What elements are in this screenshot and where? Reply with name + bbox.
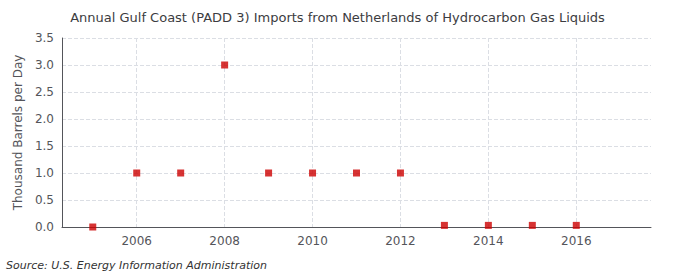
- svg-text:2008: 2008: [209, 234, 240, 248]
- svg-text:2012: 2012: [385, 234, 416, 248]
- svg-text:1.0: 1.0: [35, 166, 54, 180]
- svg-text:2.0: 2.0: [35, 112, 54, 126]
- svg-text:3.0: 3.0: [35, 58, 54, 72]
- svg-text:3.5: 3.5: [35, 31, 54, 45]
- svg-text:Annual Gulf Coast (PADD 3) Imp: Annual Gulf Coast (PADD 3) Imports from …: [70, 10, 605, 25]
- svg-text:2016: 2016: [561, 234, 592, 248]
- svg-text:1.5: 1.5: [35, 139, 54, 153]
- svg-text:2.5: 2.5: [35, 85, 54, 99]
- svg-text:Thousand Barrels per Day: Thousand Barrels per Day: [11, 55, 25, 212]
- svg-text:0.5: 0.5: [35, 193, 54, 207]
- svg-text:2010: 2010: [297, 234, 328, 248]
- svg-text:Source: U.S. Energy Informatio: Source: U.S. Energy Information Administ…: [6, 259, 267, 272]
- svg-text:2006: 2006: [121, 234, 152, 248]
- svg-text:0.0: 0.0: [35, 220, 54, 234]
- svg-text:2014: 2014: [473, 234, 504, 248]
